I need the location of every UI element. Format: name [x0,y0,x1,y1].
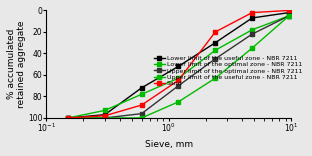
Upper limit of the useful zone - NBR 7211 [250,47,254,49]
Upper limit of the useful zone - NBR 7211 [140,117,144,119]
Upper limit of the useful zone - NBR 7211 [66,117,70,119]
Lower limit of the optimal zone - NBR 7211 [177,77,180,79]
Lower limit of the useful zone - NBR 7211 [287,12,291,14]
Upper limit of the useful zone - NBR 7211 [177,101,180,103]
Y-axis label: % accumulated
retained aggregate: % accumulated retained aggregate [7,20,26,108]
Line: Lower limit of the optimal zone - NBR 7211: Lower limit of the optimal zone - NBR 72… [66,14,291,120]
Upper limit of the optimal zone - NBR 7211 [103,117,107,119]
Lower limit of the useful zone - NBR 7211 [140,87,144,89]
Lower limit of the optimal zone - NBR 7211 [103,110,107,111]
Upper limit of the optimal zone - NBR 7211 [177,85,180,87]
Lower limit of the useful zone - NBR 7211 [213,42,217,44]
Legend: Lower limit of the useful zone - NBR 7211, Lower limit of the optimal zone - NBR: Lower limit of the useful zone - NBR 721… [152,54,303,88]
X-axis label: Sieve, mm: Sieve, mm [145,140,193,149]
Sand [66,117,70,119]
Lower limit of the useful zone - NBR 7211 [66,117,70,119]
Sand [177,79,180,81]
Sand [250,12,254,14]
Lower limit of the optimal zone - NBR 7211 [140,93,144,95]
Sand [140,104,144,106]
Line: Upper limit of the optimal zone - NBR 7211: Upper limit of the optimal zone - NBR 72… [66,14,291,120]
Sand [103,115,107,117]
Lower limit of the optimal zone - NBR 7211 [287,15,291,17]
Line: Upper limit of the useful zone - NBR 7211: Upper limit of the useful zone - NBR 721… [66,14,291,120]
Upper limit of the optimal zone - NBR 7211 [287,15,291,17]
Line: Sand: Sand [66,8,291,120]
Lower limit of the useful zone - NBR 7211 [177,65,180,67]
Upper limit of the optimal zone - NBR 7211 [140,113,144,115]
Upper limit of the optimal zone - NBR 7211 [66,117,70,119]
Upper limit of the useful zone - NBR 7211 [287,15,291,17]
Line: Lower limit of the useful zone - NBR 7211: Lower limit of the useful zone - NBR 721… [66,10,291,120]
Sand [213,31,217,33]
Lower limit of the optimal zone - NBR 7211 [213,49,217,51]
Upper limit of the useful zone - NBR 7211 [213,77,217,79]
Lower limit of the useful zone - NBR 7211 [250,17,254,19]
Lower limit of the useful zone - NBR 7211 [103,114,107,116]
Upper limit of the optimal zone - NBR 7211 [250,33,254,35]
Lower limit of the optimal zone - NBR 7211 [66,117,70,119]
Upper limit of the useful zone - NBR 7211 [103,117,107,119]
Lower limit of the optimal zone - NBR 7211 [250,29,254,31]
Sand [287,10,291,11]
Upper limit of the optimal zone - NBR 7211 [213,58,217,60]
